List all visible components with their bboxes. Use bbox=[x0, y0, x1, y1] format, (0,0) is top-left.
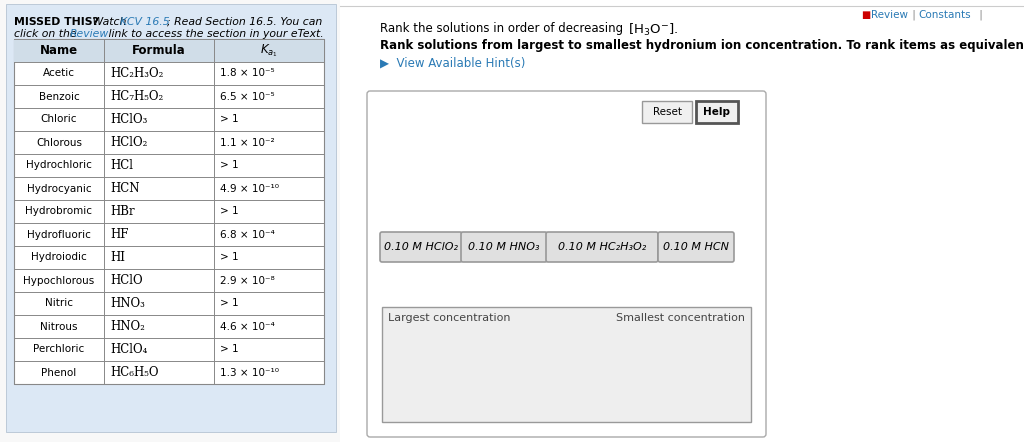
Text: Formula: Formula bbox=[132, 44, 186, 57]
Text: 1.1 × 10⁻²: 1.1 × 10⁻² bbox=[220, 137, 274, 148]
FancyBboxPatch shape bbox=[14, 39, 324, 384]
Text: |: | bbox=[909, 10, 920, 20]
Text: Review: Review bbox=[70, 29, 110, 39]
Text: HClO₃: HClO₃ bbox=[110, 113, 147, 126]
FancyBboxPatch shape bbox=[340, 0, 1024, 442]
Text: Rank the solutions in order of decreasing: Rank the solutions in order of decreasin… bbox=[380, 22, 627, 35]
Text: Hydroiodic: Hydroiodic bbox=[31, 252, 87, 263]
Text: HF: HF bbox=[110, 228, 128, 241]
Text: HBr: HBr bbox=[110, 205, 134, 218]
Text: $K_{a_1}$: $K_{a_1}$ bbox=[260, 42, 278, 59]
Text: KCV 16.5: KCV 16.5 bbox=[120, 17, 170, 27]
Text: Acetic: Acetic bbox=[43, 69, 75, 79]
Text: 4.6 × 10⁻⁴: 4.6 × 10⁻⁴ bbox=[220, 321, 274, 332]
Text: Review: Review bbox=[871, 10, 908, 20]
Text: Hypochlorous: Hypochlorous bbox=[24, 275, 94, 286]
Text: Name: Name bbox=[40, 44, 78, 57]
Text: HClO₂: HClO₂ bbox=[110, 136, 147, 149]
Text: Nitric: Nitric bbox=[45, 298, 73, 309]
Text: HC₇H₅O₂: HC₇H₅O₂ bbox=[110, 90, 163, 103]
FancyBboxPatch shape bbox=[14, 39, 324, 62]
Text: |: | bbox=[976, 10, 986, 20]
Text: link to access the section in your eText.: link to access the section in your eText… bbox=[105, 29, 324, 39]
Text: > 1: > 1 bbox=[220, 298, 239, 309]
Text: HCN: HCN bbox=[110, 182, 139, 195]
FancyBboxPatch shape bbox=[642, 101, 692, 123]
Text: Phenol: Phenol bbox=[41, 367, 77, 377]
Text: ■: ■ bbox=[862, 10, 874, 20]
Text: 6.5 × 10⁻⁵: 6.5 × 10⁻⁵ bbox=[220, 91, 274, 102]
Text: 1.8 × 10⁻⁵: 1.8 × 10⁻⁵ bbox=[220, 69, 274, 79]
Text: Help: Help bbox=[703, 107, 730, 117]
Text: $\left[\mathrm{H_3O^{-}}\right]$.: $\left[\mathrm{H_3O^{-}}\right]$. bbox=[628, 22, 678, 38]
Text: Perchloric: Perchloric bbox=[34, 344, 85, 354]
Text: HNO₂: HNO₂ bbox=[110, 320, 144, 333]
Text: ▶  View Available Hint(s): ▶ View Available Hint(s) bbox=[380, 57, 525, 70]
Text: Hydrobromic: Hydrobromic bbox=[26, 206, 92, 217]
Text: ; Read Section 16.5. You can: ; Read Section 16.5. You can bbox=[167, 17, 323, 27]
Text: 2.9 × 10⁻⁸: 2.9 × 10⁻⁸ bbox=[220, 275, 274, 286]
Text: Reset: Reset bbox=[652, 107, 682, 117]
Text: HClO₄: HClO₄ bbox=[110, 343, 147, 356]
Text: click on the: click on the bbox=[14, 29, 80, 39]
Text: 0.10 M HNO₃: 0.10 M HNO₃ bbox=[468, 242, 540, 252]
Text: Nitrous: Nitrous bbox=[40, 321, 78, 332]
Text: 0.10 M HClO₂: 0.10 M HClO₂ bbox=[384, 242, 458, 252]
Text: > 1: > 1 bbox=[220, 160, 239, 171]
Text: Watch: Watch bbox=[89, 17, 130, 27]
FancyBboxPatch shape bbox=[696, 101, 738, 123]
Text: > 1: > 1 bbox=[220, 344, 239, 354]
FancyBboxPatch shape bbox=[658, 232, 734, 262]
Text: Benzoic: Benzoic bbox=[39, 91, 80, 102]
Text: Chlorous: Chlorous bbox=[36, 137, 82, 148]
Text: Chloric: Chloric bbox=[41, 114, 77, 125]
FancyBboxPatch shape bbox=[367, 91, 766, 437]
Text: > 1: > 1 bbox=[220, 252, 239, 263]
Text: Hydrocyanic: Hydrocyanic bbox=[27, 183, 91, 194]
Text: Largest concentration: Largest concentration bbox=[388, 313, 511, 323]
Text: 6.8 × 10⁻⁴: 6.8 × 10⁻⁴ bbox=[220, 229, 274, 240]
FancyBboxPatch shape bbox=[461, 232, 547, 262]
FancyBboxPatch shape bbox=[6, 4, 336, 432]
Text: HNO₃: HNO₃ bbox=[110, 297, 144, 310]
Text: 0.10 M HCN: 0.10 M HCN bbox=[663, 242, 729, 252]
Text: Hydrochloric: Hydrochloric bbox=[26, 160, 92, 171]
Text: Hydrofluoric: Hydrofluoric bbox=[27, 229, 91, 240]
FancyBboxPatch shape bbox=[380, 232, 462, 262]
Text: HI: HI bbox=[110, 251, 125, 264]
Text: HCl: HCl bbox=[110, 159, 133, 172]
Text: 0.10 M HC₂H₃O₂: 0.10 M HC₂H₃O₂ bbox=[558, 242, 646, 252]
Text: HC₆H₅O: HC₆H₅O bbox=[110, 366, 159, 379]
Text: HClO: HClO bbox=[110, 274, 142, 287]
Text: Constants: Constants bbox=[918, 10, 971, 20]
FancyBboxPatch shape bbox=[546, 232, 658, 262]
Text: Rank solutions from largest to smallest hydronium ion concentration. To rank ite: Rank solutions from largest to smallest … bbox=[380, 39, 1024, 52]
Text: > 1: > 1 bbox=[220, 114, 239, 125]
Text: 4.9 × 10⁻¹⁰: 4.9 × 10⁻¹⁰ bbox=[220, 183, 279, 194]
Text: > 1: > 1 bbox=[220, 206, 239, 217]
Text: Smallest concentration: Smallest concentration bbox=[616, 313, 745, 323]
Text: MISSED THIS?: MISSED THIS? bbox=[14, 17, 99, 27]
Text: 1.3 × 10⁻¹⁰: 1.3 × 10⁻¹⁰ bbox=[220, 367, 279, 377]
FancyBboxPatch shape bbox=[382, 307, 751, 422]
Text: HC₂H₃O₂: HC₂H₃O₂ bbox=[110, 67, 164, 80]
